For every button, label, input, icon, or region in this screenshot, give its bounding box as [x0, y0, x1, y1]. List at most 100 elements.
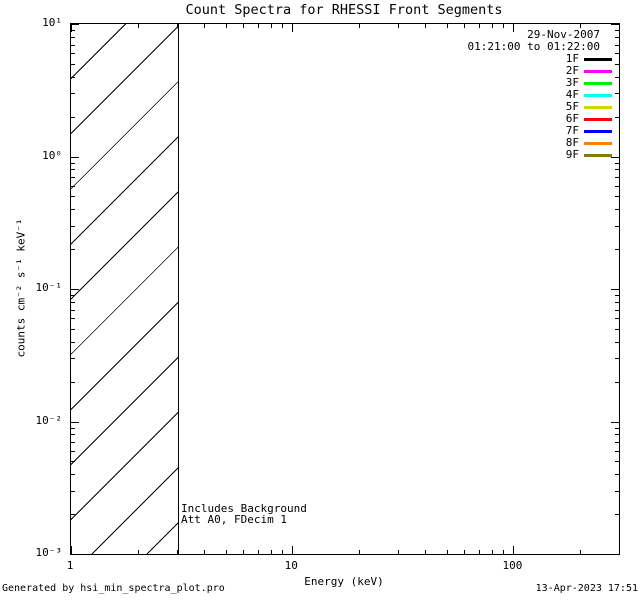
- y-tick: [71, 116, 75, 118]
- x-tick: [257, 550, 259, 554]
- legend-color-swatch: [584, 57, 612, 61]
- annotation-includes-background: Includes Background: [181, 502, 307, 515]
- x-tick: [580, 550, 582, 554]
- y-tick: [611, 156, 619, 158]
- x-tick: [425, 550, 427, 554]
- y-tick-label: 10⁰: [42, 148, 62, 162]
- y-tick: [71, 63, 75, 65]
- timestamp-text: 13-Apr-2023 17:51: [535, 583, 638, 594]
- y-tick: [71, 442, 75, 444]
- legend-entry: 9F: [468, 149, 612, 161]
- y-tick: [615, 53, 619, 55]
- x-tick: [204, 550, 206, 554]
- x-tick: [446, 24, 448, 28]
- x-tick: [270, 24, 272, 28]
- y-tick: [615, 116, 619, 118]
- x-tick: [204, 24, 206, 28]
- legend-entry: 1F: [468, 53, 612, 65]
- y-tick: [71, 341, 75, 343]
- y-tick: [615, 490, 619, 492]
- y-tick: [71, 93, 75, 95]
- legend-color-swatch: [584, 141, 612, 145]
- y-tick: [71, 30, 75, 32]
- x-tick: [479, 24, 481, 28]
- legend-entry-label: 1F: [565, 52, 579, 65]
- x-tick: [282, 24, 284, 28]
- y-tick: [615, 36, 619, 38]
- y-tick: [615, 328, 619, 330]
- y-tick: [71, 318, 75, 320]
- y-tick: [71, 427, 75, 429]
- y-tick: [611, 24, 619, 25]
- x-tick: [397, 24, 399, 28]
- y-tick: [71, 162, 75, 164]
- x-tick: [503, 24, 505, 28]
- legend-entry: 6F: [468, 113, 612, 125]
- y-tick: [611, 421, 619, 423]
- legend-entry-label: 6F: [565, 112, 579, 125]
- x-tick: [137, 550, 139, 554]
- x-tick: [513, 24, 515, 32]
- x-tick: [619, 24, 620, 28]
- plot-annotations: Includes Background Att A0, FDecim 1: [181, 503, 307, 525]
- plot-box: Includes Background Att A0, FDecim 1: [70, 23, 620, 555]
- legend: 29-Nov-2007 01:21:00 to 01:22:00 1F 2F 3F 4…: [468, 29, 612, 161]
- y-tick: [615, 461, 619, 463]
- x-tick: [492, 550, 493, 554]
- legend-entry-label: 2F: [565, 64, 579, 77]
- y-tick: [615, 381, 619, 383]
- x-tick: [71, 24, 72, 32]
- x-tick: [513, 546, 515, 554]
- y-tick-label: 10⁻²: [35, 413, 63, 427]
- x-tick: [243, 24, 245, 28]
- y-tick: [615, 185, 619, 187]
- x-tick: [358, 550, 360, 554]
- annotation-attenuator-state: Att A0, FDecim 1: [181, 513, 287, 526]
- y-tick: [71, 295, 75, 297]
- x-tick: [270, 550, 272, 554]
- legend-entry-label: 4F: [565, 88, 579, 101]
- x-tick: [176, 550, 178, 554]
- y-tick: [615, 249, 619, 251]
- y-tick-label: 10⁻³: [35, 546, 63, 559]
- y-tick: [615, 474, 619, 476]
- x-tick: [619, 550, 620, 554]
- legend-color-swatch: [584, 129, 612, 133]
- y-tick-label: 10⁻¹: [35, 281, 63, 294]
- x-tick: [397, 550, 399, 554]
- y-tick: [71, 461, 75, 463]
- x-tick: [243, 550, 245, 554]
- y-tick: [71, 289, 79, 290]
- x-tick: [225, 24, 227, 28]
- y-tick: [71, 249, 75, 251]
- legend-entry-label: 9F: [565, 148, 579, 161]
- x-tick-label: 1: [66, 559, 74, 572]
- x-axis-label: Energy (keV): [304, 575, 384, 588]
- y-tick: [611, 289, 619, 290]
- legend-color-swatch: [584, 117, 612, 121]
- y-tick: [71, 381, 75, 383]
- legend-color-swatch: [584, 69, 612, 73]
- y-tick: [615, 442, 619, 444]
- y-tick: [615, 177, 619, 179]
- legend-entry-label: 5F: [565, 100, 579, 113]
- y-tick: [615, 450, 619, 452]
- legend-entry-label: 3F: [565, 76, 579, 89]
- y-tick: [71, 421, 79, 423]
- y-tick: [71, 177, 75, 179]
- y-tick: [71, 328, 75, 330]
- y-tick: [615, 169, 619, 171]
- hatched-low-energy-region: [71, 24, 179, 554]
- legend-entry-label: 8F: [565, 136, 579, 149]
- x-tick: [464, 550, 466, 554]
- y-tick: [71, 209, 75, 211]
- legend-entry: 7F: [468, 125, 612, 137]
- y-tick: [615, 209, 619, 211]
- generated-by-text: Generated by hsi_min_spectra_plot.pro: [2, 583, 225, 594]
- x-tick: [464, 24, 466, 28]
- x-tick: [446, 550, 448, 554]
- y-tick: [71, 196, 75, 198]
- y-tick: [615, 427, 619, 429]
- y-tick: [71, 490, 75, 492]
- legend-entry: 5F: [468, 101, 612, 113]
